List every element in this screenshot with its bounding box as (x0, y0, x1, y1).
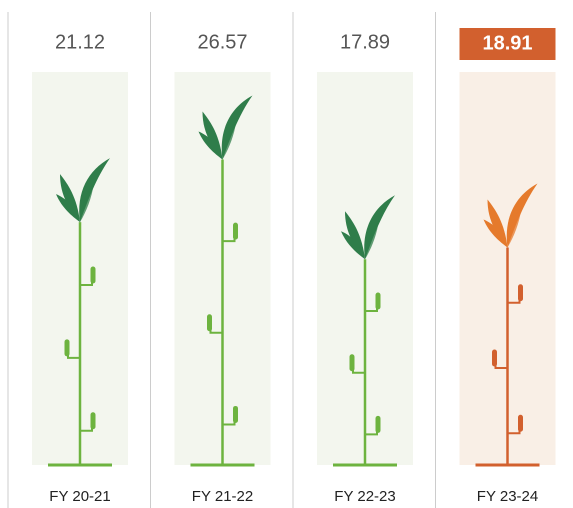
x-tick-label: FY 21-22 (192, 488, 253, 505)
value-label: 21.12 (55, 31, 105, 53)
x-tick-label: FY 20-21 (49, 488, 110, 505)
value-label: 26.57 (197, 31, 247, 53)
chart: FY 20-21 21.12 FY 21-22 26.57 FY 22-23 17.89 F… (0, 0, 573, 508)
value-label: 17.89 (340, 31, 390, 53)
value-label: 18.91 (482, 32, 532, 54)
x-tick-label: FY 22-23 (334, 488, 395, 505)
page: {"chart_data": {"type": "plant", "catego… (0, 0, 573, 508)
x-tick-label: FY 23-24 (477, 488, 538, 505)
